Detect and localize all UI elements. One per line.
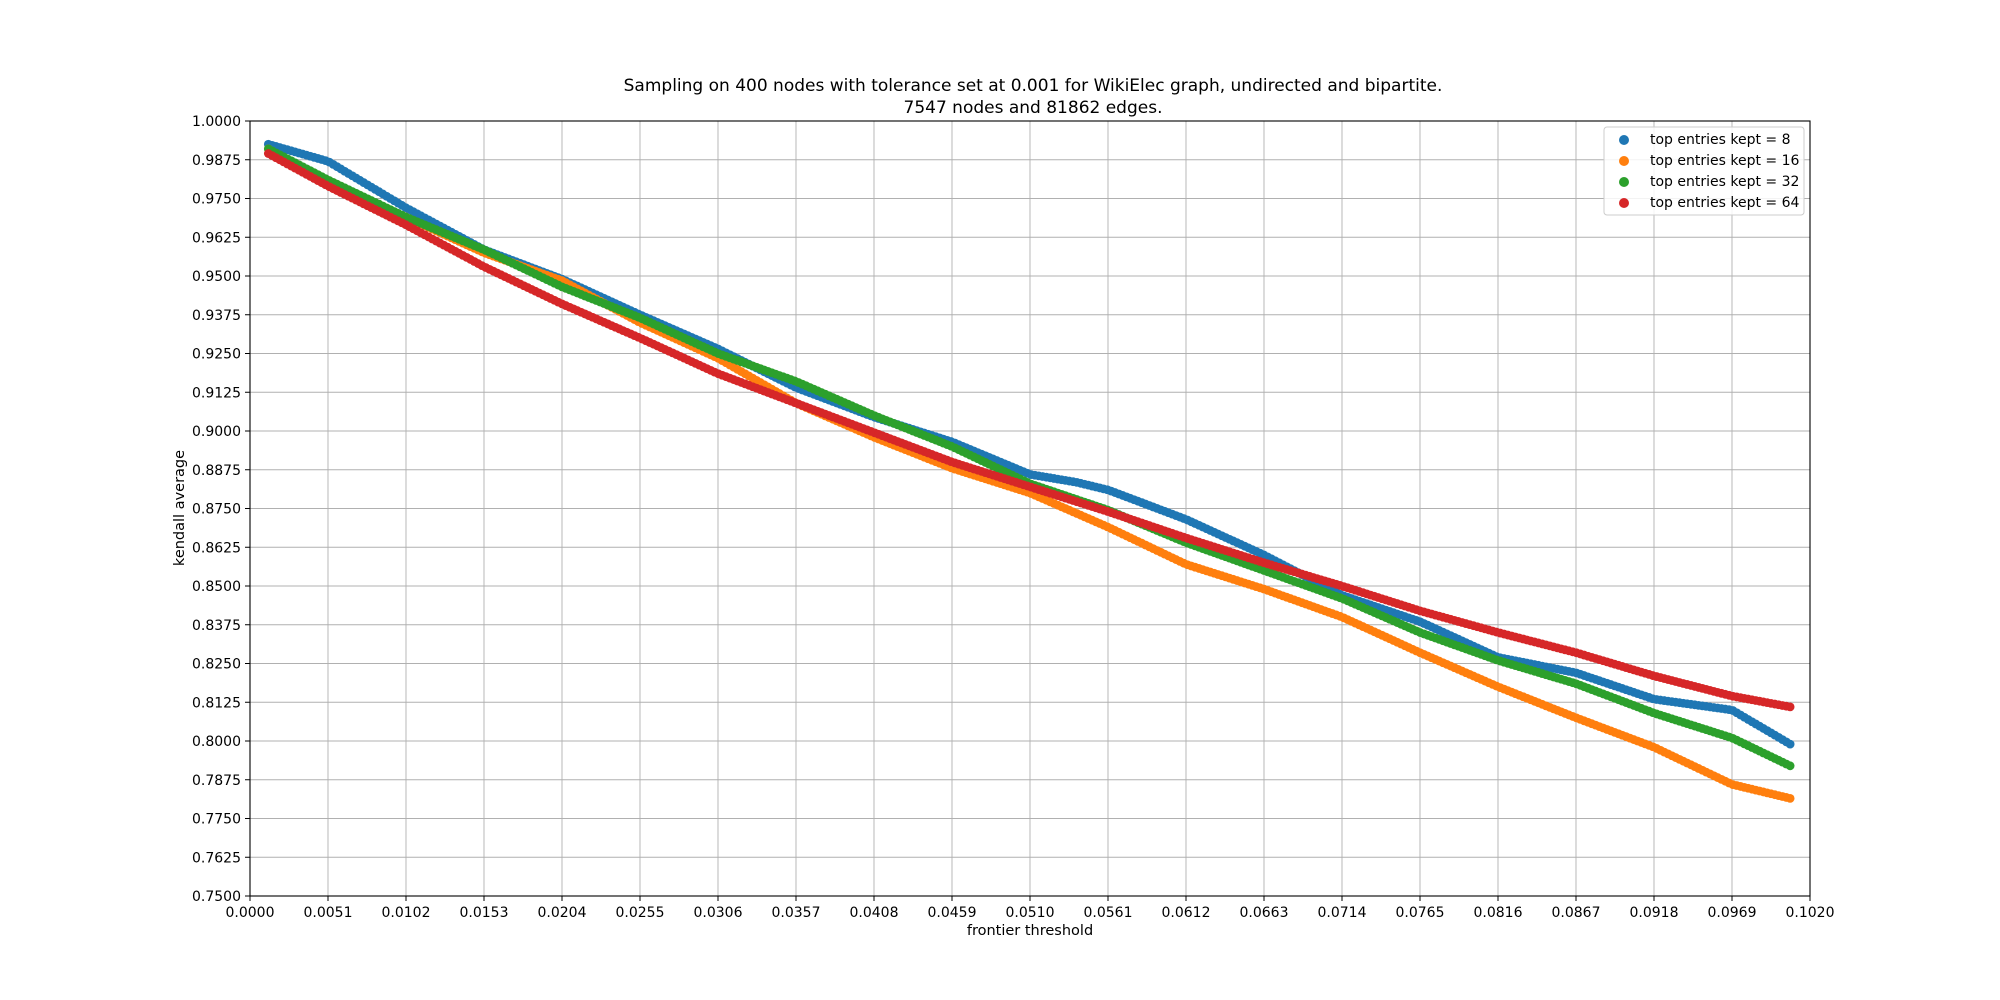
- y-tick-label: 0.9000: [192, 424, 241, 440]
- data-point: [1785, 793, 1795, 803]
- x-tick-label: 0.0510: [1006, 905, 1055, 921]
- legend-box: [1603, 126, 1805, 216]
- grid: [249, 120, 1811, 897]
- x-tick-label: 0.0153: [460, 905, 509, 921]
- chart-title-line-2: 7547 nodes and 81862 edges.: [904, 98, 1163, 118]
- legend: top entries kept = 8 top entries kept = …: [1603, 126, 1805, 216]
- legend-label-series-3: top entries kept = 32: [1650, 174, 1799, 190]
- y-tick-label: 0.9875: [192, 153, 241, 169]
- y-tick-label: 0.8750: [192, 502, 241, 518]
- legend-marker-series-4: [1619, 198, 1629, 208]
- y-tick-label: 0.7750: [192, 812, 241, 828]
- x-tick-label: 0.0306: [694, 905, 743, 921]
- legend-marker-series-1: [1619, 135, 1629, 145]
- series-4-points: [263, 149, 1795, 712]
- y-tick-label: 0.8625: [192, 540, 241, 556]
- series-3-points: [263, 144, 1795, 771]
- chart-title-line-1: Sampling on 400 nodes with tolerance set…: [624, 76, 1443, 96]
- x-tick-label: 0.0051: [304, 905, 353, 921]
- y-tick-label: 0.9500: [192, 269, 241, 285]
- x-tick-label: 0.0102: [382, 905, 431, 921]
- x-tick-label: 0.0357: [772, 905, 821, 921]
- y-axis-label: kendall average: [172, 450, 188, 566]
- legend-marker-series-2: [1619, 156, 1629, 166]
- y-tick-label: 0.7500: [192, 889, 241, 905]
- data-point: [1785, 739, 1795, 749]
- x-tick-label: 0.0459: [928, 905, 977, 921]
- y-tick-label: 0.9625: [192, 230, 241, 246]
- x-tick-label: 0.0204: [538, 905, 587, 921]
- x-tick-label: 0.0765: [1396, 905, 1445, 921]
- x-tick-label: 0.0000: [226, 905, 275, 921]
- y-tick-label: 0.8250: [192, 657, 241, 673]
- y-tick-label: 0.9250: [192, 347, 241, 363]
- x-tick-label: 0.0918: [1630, 905, 1679, 921]
- y-tick-label: 0.8375: [192, 618, 241, 634]
- x-tick-label: 0.0816: [1474, 905, 1523, 921]
- x-tick-label: 0.0408: [850, 905, 899, 921]
- data-point: [1785, 702, 1795, 712]
- x-tick-label: 0.0612: [1162, 905, 1211, 921]
- legend-label-series-2: top entries kept = 16: [1650, 153, 1800, 169]
- data-point: [1785, 761, 1795, 771]
- y-tick-label: 0.9375: [192, 308, 241, 324]
- x-tick-label: 0.0969: [1708, 905, 1757, 921]
- y-tick-label: 0.8125: [192, 695, 241, 711]
- legend-label-series-1: top entries kept = 8: [1650, 132, 1791, 148]
- x-axis-label: frontier threshold: [967, 923, 1093, 939]
- y-axis-ticks: 0.7500 0.7625 0.7750 0.7875 0.8000 0.8125 0.82…: [192, 114, 250, 905]
- x-tick-label: 0.0255: [616, 905, 665, 921]
- legend-marker-series-3: [1619, 177, 1629, 187]
- x-axis-ticks: 0.0000 0.0051 0.0102 0.0153 0.0204 0.0255 0.03…: [226, 896, 1835, 921]
- y-tick-label: 0.7625: [192, 850, 241, 866]
- x-tick-label: 0.0867: [1552, 905, 1601, 921]
- x-tick-label: 0.0663: [1240, 905, 1289, 921]
- plot-area-frame: [249, 120, 1811, 897]
- legend-label-series-4: top entries kept = 64: [1650, 195, 1800, 211]
- y-tick-label: 0.8875: [192, 463, 241, 479]
- y-tick-label: 0.8000: [192, 734, 241, 750]
- x-tick-label: 0.0561: [1084, 905, 1133, 921]
- y-tick-label: 0.9125: [192, 385, 241, 401]
- x-tick-label: 0.1020: [1786, 905, 1835, 921]
- y-tick-label: 0.9750: [192, 192, 241, 208]
- y-tick-label: 0.7875: [192, 773, 241, 789]
- y-tick-label: 1.0000: [192, 114, 241, 130]
- y-tick-label: 0.8500: [192, 579, 241, 595]
- data-points: [263, 139, 1795, 803]
- x-tick-label: 0.0714: [1318, 905, 1367, 921]
